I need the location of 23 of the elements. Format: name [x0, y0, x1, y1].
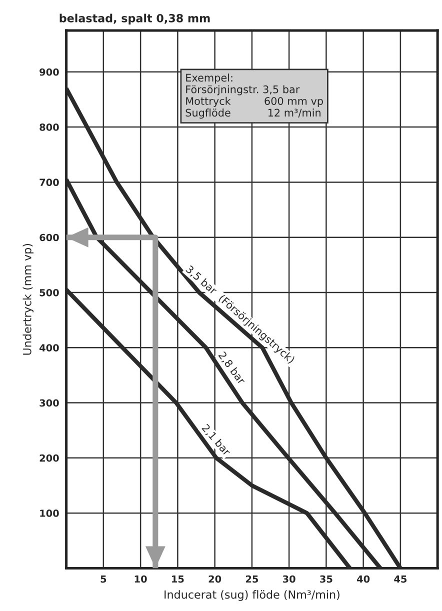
x-tick-label: 30: [282, 575, 296, 583]
y-tick-label: 100: [40, 510, 59, 517]
y-tick-label: 700: [40, 178, 59, 186]
x-tick-label: 45: [394, 575, 407, 583]
chart-title: belastad, spalt 0,38 mm: [60, 14, 210, 25]
y-tick-label: 400: [40, 344, 59, 352]
x-tick-label: 40: [356, 575, 370, 583]
x-tick-label: 20: [208, 575, 222, 583]
x-tick-label: 15: [172, 575, 184, 583]
annotation: Exempel: Försörjningstr. 3,5 bar Mottryck 600 mm vp Sugflöde 12 m³/min: [186, 74, 323, 119]
y-tick-label: 800: [40, 124, 59, 131]
x-tick-label: 5: [100, 575, 106, 583]
x-tick-label: 25: [246, 575, 258, 583]
y-tick-label: 200: [40, 454, 59, 462]
x-tick-label: 10: [134, 575, 147, 583]
y-tick-label: 300: [40, 399, 59, 407]
y-tick-label: 900: [40, 68, 59, 76]
text: 2,1 bar: [200, 424, 232, 458]
y-tick-label: 500: [40, 288, 59, 296]
x-axis-title: Inducerat (sug) flöde (Nm³/min): [164, 590, 340, 601]
y-axis-title: Undertryck (mm vp): [22, 244, 34, 355]
x-tick-label: 35: [320, 575, 332, 583]
y-tick-label: 600: [40, 234, 59, 242]
